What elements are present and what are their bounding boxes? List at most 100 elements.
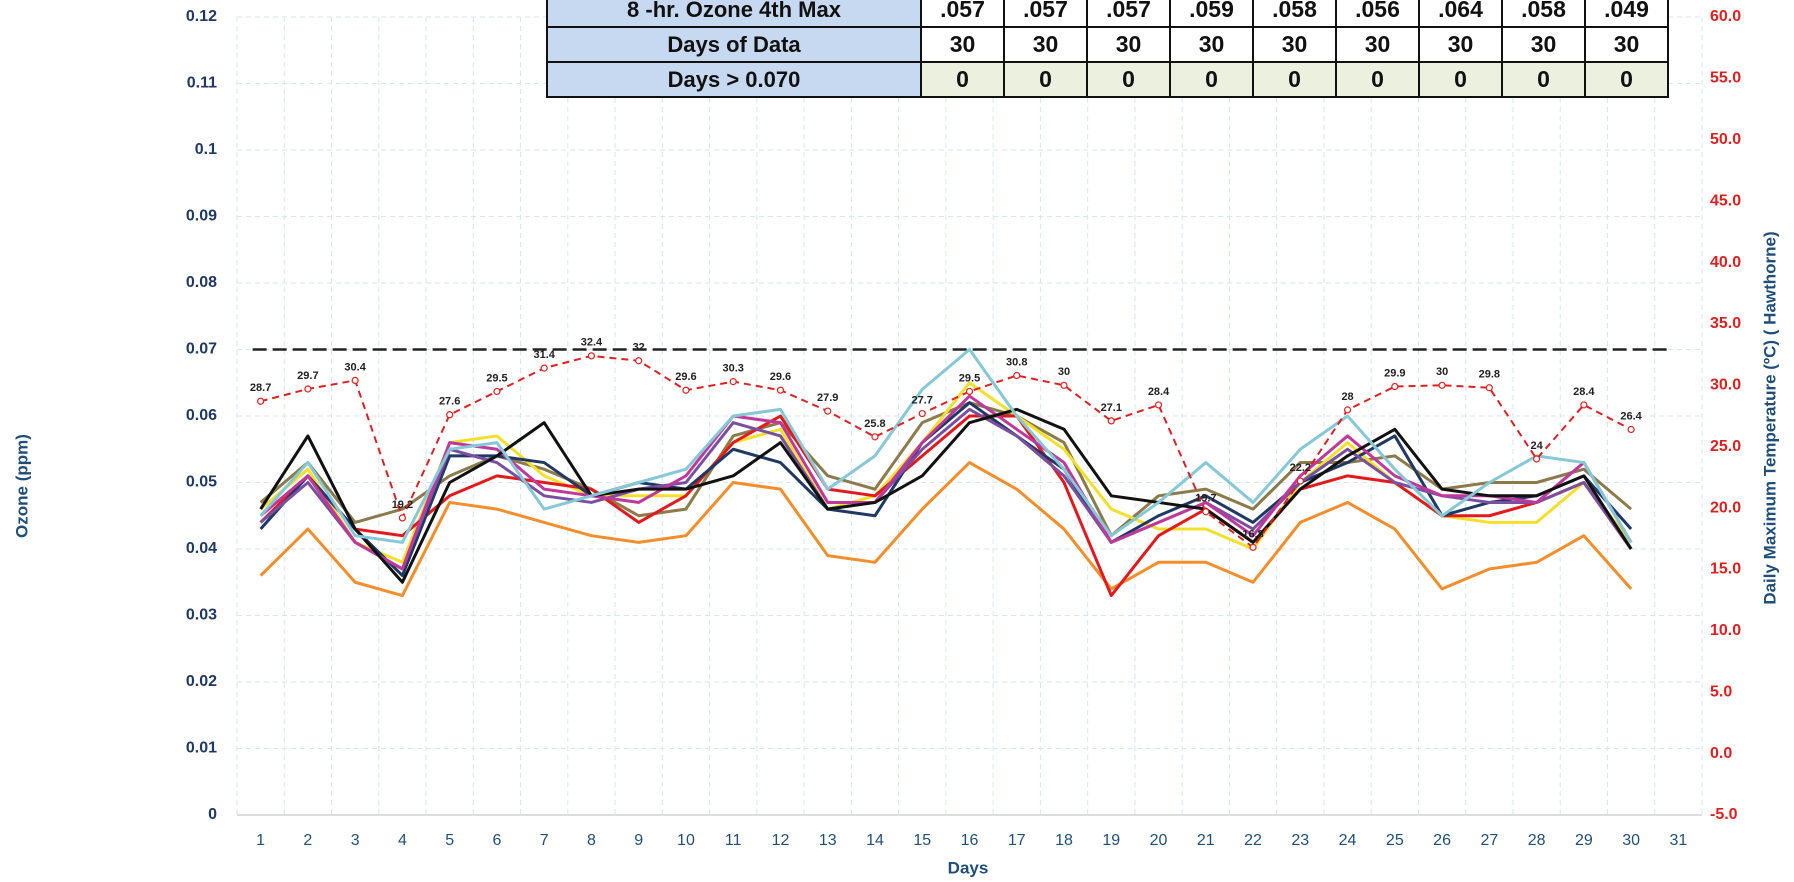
y2-tick-label: 25.0 (1710, 438, 1741, 455)
x-tick-label: 30 (1622, 832, 1640, 849)
temperature-point (1580, 401, 1588, 409)
y-tick-label: 0.07 (186, 341, 217, 358)
y-tick-label: 0 (208, 806, 217, 823)
table-cell: 30 (1335, 26, 1420, 63)
table-cell: 30 (1418, 26, 1503, 63)
x-tick-label: 9 (634, 832, 643, 849)
ozone-line (259, 414, 1633, 598)
data-label: 29.6 (675, 371, 696, 383)
temperature-point (1627, 425, 1635, 434)
data-label: 30.3 (722, 363, 743, 375)
x-tick-label: 12 (772, 832, 790, 849)
temperature-point (540, 364, 548, 372)
x-tick-label: 7 (540, 832, 549, 849)
y-tick-label: 0.1 (195, 141, 217, 158)
table-cell: 0 (1418, 61, 1503, 98)
x-tick-label: 19 (1102, 832, 1120, 849)
y2-tick-label: 15.0 (1710, 561, 1741, 578)
data-label: 32.4 (581, 337, 603, 349)
table-row: Days of Data 30 30 30 30 30 30 30 30 30 (546, 26, 1669, 63)
temperature-point (1107, 417, 1115, 425)
temperature-point (682, 386, 690, 394)
x-tick-label: 6 (492, 832, 501, 849)
y2-tick-label: 10.0 (1710, 622, 1741, 639)
y-tick-label: 0.06 (186, 407, 217, 424)
temperature-point (918, 409, 926, 418)
x-tick-label: 24 (1339, 832, 1357, 849)
y2-tick-label: 30.0 (1710, 377, 1741, 394)
temperature-point (776, 386, 785, 394)
data-label: 19.7 (1195, 493, 1216, 505)
table-cell: 0 (1584, 61, 1669, 98)
x-tick-label: 18 (1055, 832, 1073, 849)
data-label: 28.4 (1573, 386, 1595, 398)
temperature-point (1060, 381, 1068, 389)
table-cell: 0 (1335, 61, 1420, 98)
table-row: Days > 0.070 0 0 0 0 0 0 0 0 0 (546, 61, 1669, 98)
temperature-point (824, 407, 832, 415)
y2-tick-label: 45.0 (1710, 192, 1741, 209)
data-label: 22.2 (1290, 462, 1311, 474)
temperature-point (729, 378, 737, 386)
table-cell: 0 (1501, 61, 1586, 98)
x-tick-label: 26 (1433, 832, 1451, 849)
table-cell: 30 (1169, 26, 1254, 63)
y2-tick-label: 5.0 (1710, 683, 1732, 700)
summary-table: 8 -hr. Ozone 4th Max .057.057.057.059.058… (546, 0, 1669, 98)
y-tick-label: 0.08 (186, 274, 217, 291)
y2-tick-label: 0.0 (1710, 745, 1732, 762)
table-cell: .058 (1501, 0, 1586, 28)
table-cell: .057 (1003, 0, 1088, 28)
x-tick-label: 13 (819, 832, 837, 849)
temperature-point (493, 387, 501, 396)
temperature-point (635, 357, 643, 365)
x-tick-label: 22 (1244, 832, 1262, 849)
temperature-point (304, 385, 312, 393)
x-tick-label: 14 (866, 832, 884, 849)
temperature-line (260, 354, 1632, 549)
table-cell: .059 (1169, 0, 1254, 28)
y-tick-label: 0.04 (186, 540, 217, 557)
x-tick-label: 4 (398, 832, 407, 849)
data-label: 19.2 (392, 499, 413, 511)
x-tick-label: 25 (1386, 832, 1404, 849)
x-tick-label: 3 (351, 832, 360, 849)
y-tick-label: 0.09 (186, 208, 217, 225)
x-tick-label: 11 (725, 832, 742, 849)
temperature-point (398, 514, 407, 522)
y-tick-label: 0.01 (186, 740, 217, 757)
table-cell: Days of Data (546, 26, 922, 63)
data-label: 29.5 (486, 372, 507, 384)
y-axis-title: Ozone (ppm) (12, 434, 31, 538)
y2-tick-label: 40.0 (1710, 254, 1741, 271)
table-cell: 30 (1086, 26, 1171, 63)
x-tick-label: 10 (677, 832, 695, 849)
x-tick-label: 17 (1008, 832, 1026, 849)
table-cell: Days > 0.070 (546, 61, 922, 98)
data-label: 30.4 (344, 361, 366, 373)
x-tick-label: 23 (1291, 832, 1309, 849)
y2-tick-label: 35.0 (1710, 315, 1741, 332)
table-cell: 30 (1501, 26, 1586, 63)
data-label: 30.8 (1006, 356, 1027, 368)
data-label: 26.4 (1620, 410, 1642, 422)
table-cell: .064 (1418, 0, 1503, 28)
data-label: 27.7 (912, 394, 933, 406)
temperature-point (351, 376, 359, 384)
x-tick-label: 29 (1575, 832, 1593, 849)
x-tick-label: 28 (1528, 832, 1546, 849)
temperature-point (871, 433, 879, 441)
table-cell: 0 (920, 61, 1005, 98)
x-tick-label: 2 (303, 832, 312, 849)
temperature-point (1296, 477, 1304, 485)
ozone-line (259, 407, 1633, 584)
y-tick-label: 0.03 (186, 607, 217, 624)
y2-tick-label: 55.0 (1710, 70, 1741, 87)
table-cell: 30 (920, 26, 1005, 63)
y2-tick-label: 60.0 (1710, 8, 1741, 25)
table-cell: .049 (1584, 0, 1669, 28)
data-label: 24 (1530, 440, 1543, 452)
x-tick-label: 21 (1197, 832, 1215, 849)
